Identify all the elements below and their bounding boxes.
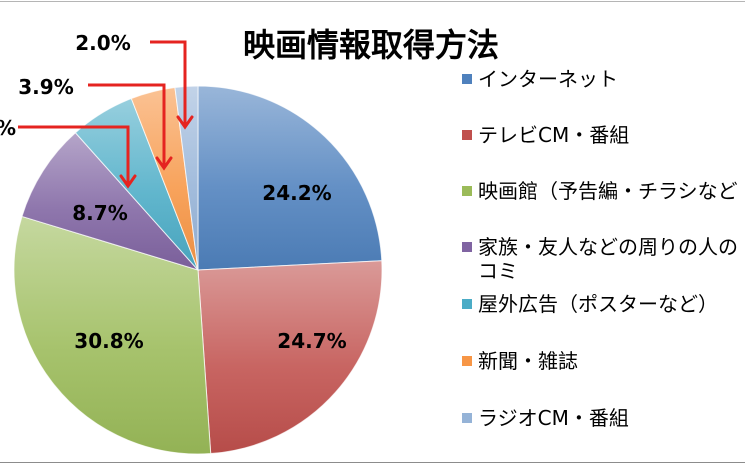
legend-label-line: 映画館（予告編・チラシなど — [478, 179, 738, 203]
arrow-head-icon — [119, 174, 137, 189]
legend-label: 家族・友人などの周りの人の コミ — [478, 235, 745, 283]
data-label-outdoor-ad: % — [0, 116, 16, 140]
legend-label: テレビCM・番組 — [478, 123, 745, 147]
callout-arrow — [18, 125, 137, 189]
legend-label-line: 家族・友人などの周りの人の — [478, 235, 738, 259]
chart-title: 映画情報取得方法 — [243, 26, 499, 64]
legend-label: 新聞・雑誌 — [478, 349, 745, 373]
data-label-word-of-mouth: 8.7% — [72, 201, 127, 225]
legend-label-line: テレビCM・番組 — [478, 123, 630, 147]
legend-item-radio: ラジオCM・番組 — [462, 406, 745, 430]
callout-arrows — [18, 40, 194, 189]
data-label-newspaper: 3.9% — [18, 75, 73, 99]
pie-slice-tv — [197, 260, 383, 455]
arrow-head-icon — [155, 156, 173, 171]
legend-item-theater: 映画館（予告編・チラシなど — [462, 179, 745, 203]
legend-label: ラジオCM・番組 — [478, 406, 745, 430]
legend-item-tv: テレビCM・番組 — [462, 123, 745, 147]
legend-label-line: コミ — [478, 259, 518, 283]
legend-swatch — [462, 74, 472, 84]
pie-slice-internet — [197, 85, 383, 271]
legend-swatch — [462, 413, 472, 423]
legend-swatch — [462, 242, 472, 252]
legend-item-word-of-mouth: 家族・友人などの周りの人の コミ — [462, 235, 745, 283]
legend-swatch — [462, 130, 472, 140]
legend-label-line: 新聞・雑誌 — [478, 349, 578, 373]
legend-item-outdoor-ad: 屋外広告（ポスターなど） — [462, 292, 745, 316]
pie-slice-theater — [13, 215, 212, 455]
legend-label: インターネット — [478, 67, 745, 91]
legend-label-line: ラジオCM・番組 — [478, 406, 629, 430]
data-label-internet: 24.2% — [262, 181, 331, 205]
legend-swatch — [462, 186, 472, 196]
legend-item-internet: インターネット — [462, 67, 745, 91]
legend-swatch — [462, 356, 472, 366]
pie-slice-word-of-mouth — [21, 132, 200, 271]
data-labels: 24.2% 24.7% 30.8% 8.7%%3.9%2.0% — [0, 31, 347, 353]
arrow-head-icon — [176, 115, 194, 130]
pie-slices — [13, 85, 383, 455]
data-label-tv: 24.7% — [277, 329, 346, 353]
callout-arrow — [150, 40, 194, 130]
legend-item-newspaper: 新聞・雑誌 — [462, 349, 745, 373]
legend-swatch — [462, 299, 472, 309]
legend-label: 映画館（予告編・チラシなど — [478, 179, 745, 203]
callout-arrow — [88, 83, 173, 171]
data-label-theater: 30.8% — [74, 329, 143, 353]
data-label-radio: 2.0% — [75, 31, 130, 55]
legend-label-line: インターネット — [478, 67, 618, 91]
legend-label-line: 屋外広告（ポスターなど） — [478, 292, 718, 316]
legend-label: 屋外広告（ポスターなど） — [478, 292, 745, 316]
